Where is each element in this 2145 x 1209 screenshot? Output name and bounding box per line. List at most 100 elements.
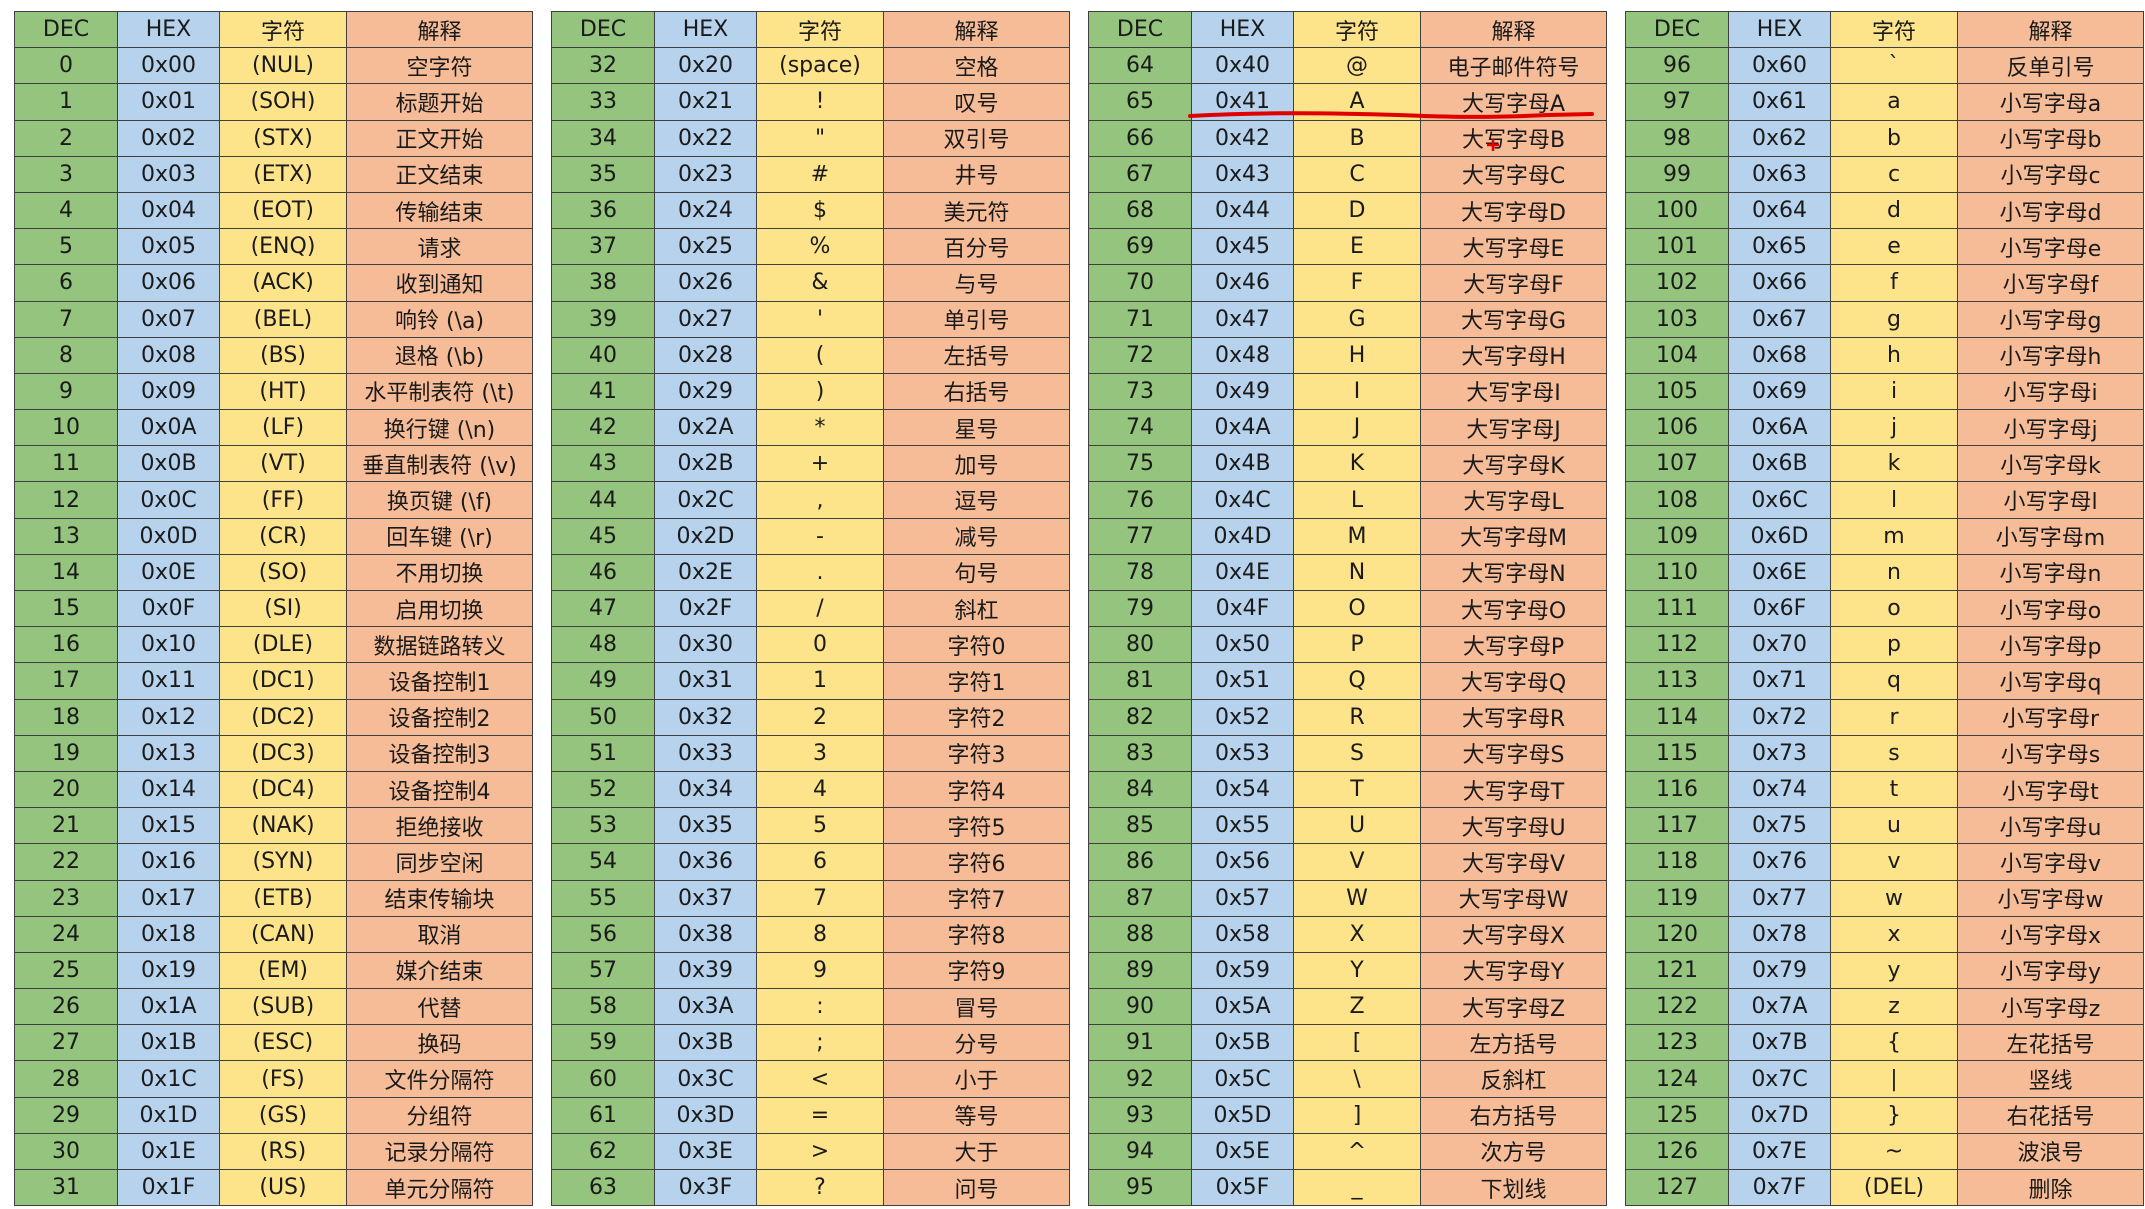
table-row: 49 0x31 1 字符1 <box>551 662 1070 700</box>
char-cell: (NAK) <box>219 807 347 845</box>
hex-cell: 0x79 <box>1728 951 1831 990</box>
dec-cell: 70 <box>1088 264 1192 302</box>
char-cell: W <box>1293 879 1421 917</box>
hex-cell: 0x7F <box>1728 1168 1831 1207</box>
char-cell: (SOH) <box>219 83 347 121</box>
explain-cell: 双引号 <box>883 119 1070 157</box>
char-cell: (EOT) <box>219 191 347 230</box>
hex-cell: 0x60 <box>1728 47 1831 85</box>
hex-cell: 0x7E <box>1728 1132 1831 1171</box>
dec-cell: 52 <box>551 770 655 809</box>
char-cell: , <box>756 481 884 519</box>
char-cell: (DLE) <box>219 626 347 664</box>
table-row: 86 0x56 V 大写字母V <box>1088 843 1607 881</box>
dec-cell: 112 <box>1625 626 1729 664</box>
table-row: 15 0x0F (SI) 启用切换 <box>14 589 533 628</box>
table-row: 63 0x3F? 问号 <box>551 1168 1070 1207</box>
table-row: 3 0x03 (ETX) 正文结束 <box>14 155 533 193</box>
dec-cell: 117 <box>1625 807 1729 845</box>
explain-cell: 正文结束 <box>346 155 533 193</box>
dec-cell: 79 <box>1088 589 1192 628</box>
dec-cell: 19 <box>14 734 118 772</box>
char-cell: T <box>1293 770 1421 809</box>
explain-cell: 字符2 <box>883 698 1070 736</box>
char-cell: f <box>1830 264 1958 302</box>
hex-cell: 0x5E <box>1191 1132 1294 1171</box>
dec-cell: 105 <box>1625 372 1729 411</box>
hex-cell: 0x63 <box>1728 155 1831 193</box>
dec-cell: 85 <box>1088 807 1192 845</box>
explain-cell: 大写字母A <box>1420 83 1607 121</box>
char-cell: ; <box>756 1024 884 1062</box>
hex-cell: 0x5F <box>1191 1168 1294 1207</box>
char-cell: h <box>1830 336 1958 374</box>
table-row: 1 0x01 (SOH) 标题开始 <box>14 83 533 121</box>
explain-cell: 小写字母r <box>1957 698 2144 736</box>
table-row: 47 0x2F / 斜杠 <box>551 589 1070 628</box>
dec-cell: 46 <box>551 553 655 592</box>
hex-cell: 0x2D <box>654 517 757 555</box>
char-cell: (SYN) <box>219 843 347 881</box>
explain-cell: 小写字母u <box>1957 807 2144 845</box>
explain-cell: 小写字母l <box>1957 481 2144 519</box>
explain-cell: 大写字母B <box>1420 119 1607 157</box>
char-cell: n <box>1830 553 1958 592</box>
hex-cell: 0x19 <box>117 951 220 990</box>
char-cell: s <box>1830 734 1958 772</box>
explain-cell: 换码 <box>346 1024 533 1062</box>
table-row: 32 0x20 (space) 空格 <box>551 47 1070 85</box>
char-cell: % <box>756 228 884 266</box>
table-row: 113 0x71 q 小写字母q <box>1625 662 2144 700</box>
explain-cell: 右括号 <box>883 372 1070 411</box>
dec-cell: 36 <box>551 191 655 230</box>
hex-cell: 0x13 <box>117 734 220 772</box>
dec-cell: 120 <box>1625 915 1729 953</box>
ascii-table-64-95: DEC HEX 字符 解释 64 0x40 @ 电子邮件符号 65 0x41 A 大写字母A 66 0x4… <box>1088 10 1607 1207</box>
dec-cell: 28 <box>14 1060 118 1098</box>
hex-cell: 0x16 <box>117 843 220 881</box>
hex-cell: 0x3F <box>654 1168 757 1207</box>
explain-cell: 小写字母g <box>1957 300 2144 338</box>
char-cell: 1 <box>756 662 884 700</box>
explain-cell: 大写字母J <box>1420 409 1607 447</box>
explain-cell: 大写字母Z <box>1420 988 1607 1026</box>
dec-cell: 3 <box>14 155 118 193</box>
dec-cell: 43 <box>551 445 655 483</box>
char-cell: i <box>1830 372 1958 411</box>
table-row: 26 0x1A (SUB) 代替 <box>14 988 533 1026</box>
explain-cell: 反斜杠 <box>1420 1060 1607 1098</box>
char-cell: (ENQ) <box>219 228 347 266</box>
char-cell: (ESC) <box>219 1024 347 1062</box>
table-row: 103 0x67 g 小写字母g <box>1625 300 2144 338</box>
char-cell: (DC4) <box>219 770 347 809</box>
char-cell: @ <box>1293 47 1421 85</box>
char-cell: Z <box>1293 988 1421 1026</box>
char-cell: ] <box>1293 1096 1421 1134</box>
table-row: 29 0x1D (GS) 分组符 <box>14 1096 533 1134</box>
hex-cell: 0x03 <box>117 155 220 193</box>
hex-cell: 0x72 <box>1728 698 1831 736</box>
table-row: 96 0x60 ` 反单引号 <box>1625 47 2144 85</box>
table-row: 125 0x7D} 右花括号 <box>1625 1096 2144 1134</box>
char-cell: _ <box>1293 1168 1421 1207</box>
hex-cell: 0x77 <box>1728 879 1831 917</box>
char-cell: / <box>756 589 884 628</box>
table-row: 67 0x43 C 大写字母C <box>1088 155 1607 193</box>
hex-cell: 0x75 <box>1728 807 1831 845</box>
char-cell: x <box>1830 915 1958 953</box>
char-cell: O <box>1293 589 1421 628</box>
table-row: 126 0x7E ~ 波浪号 <box>1625 1132 2144 1171</box>
explain-cell: 小写字母b <box>1957 119 2144 157</box>
dec-cell: 1 <box>14 83 118 121</box>
header-explain: 解释 <box>883 10 1070 49</box>
hex-cell: 0x38 <box>654 915 757 953</box>
char-cell: 8 <box>756 915 884 953</box>
char-cell: q <box>1830 662 1958 700</box>
dec-cell: 39 <box>551 300 655 338</box>
explain-cell: 冒号 <box>883 988 1070 1026</box>
char-cell: $ <box>756 191 884 230</box>
char-cell: | <box>1830 1060 1958 1098</box>
char-cell: w <box>1830 879 1958 917</box>
dec-cell: 109 <box>1625 517 1729 555</box>
char-cell: (FF) <box>219 481 347 519</box>
